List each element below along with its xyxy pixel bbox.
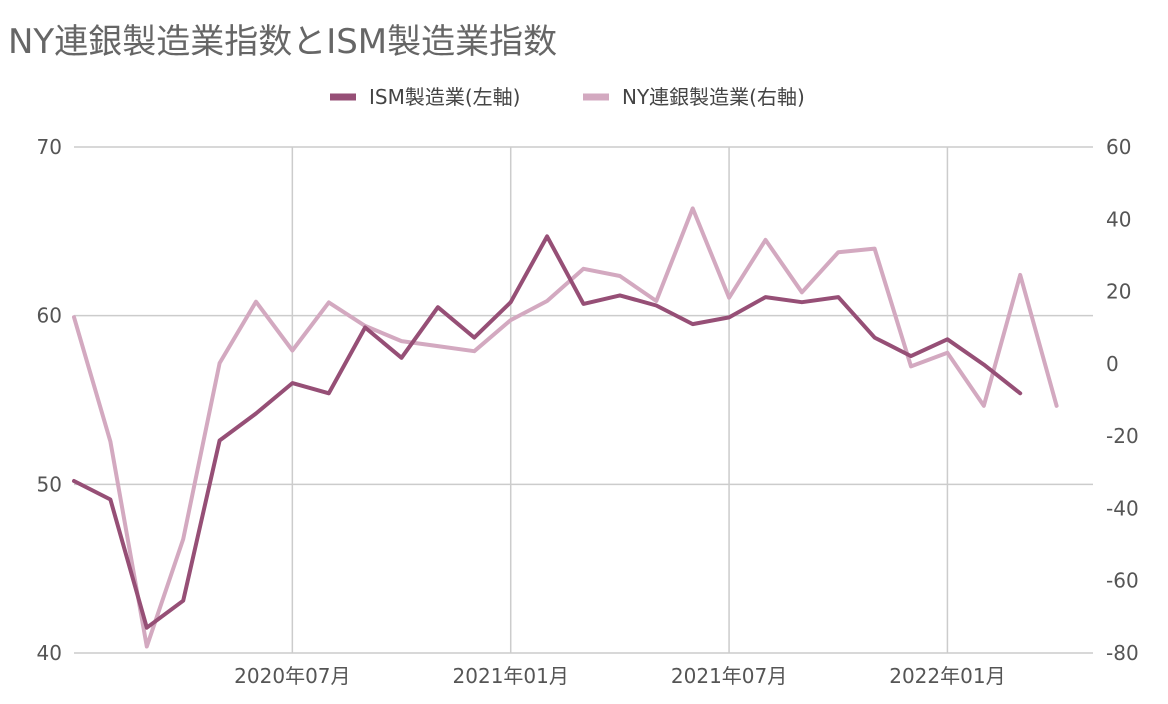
- legend-label: ISM製造業(左軸): [369, 85, 520, 109]
- right-axis-ticks: 60 40 20 0 -20 -40 -60 -80: [1106, 135, 1139, 665]
- right-tick-label: 40: [1106, 207, 1131, 231]
- left-tick-label: 50: [37, 472, 62, 496]
- left-tick-label: 40: [37, 641, 62, 665]
- left-tick-label: 60: [37, 304, 62, 328]
- right-tick-label: -40: [1106, 496, 1139, 520]
- right-tick-label: 0: [1106, 352, 1119, 376]
- series-line-left: [72, 234, 1023, 630]
- series-lines: [72, 206, 1059, 649]
- chart-title: NY連銀製造業指数とISM製造業指数: [8, 22, 558, 62]
- x-tick-label: 2021年07月: [671, 664, 787, 688]
- right-tick-label: -80: [1106, 641, 1139, 665]
- x-tick-label: 2021年01月: [453, 664, 569, 688]
- legend-label: NY連銀製造業(右軸): [622, 85, 805, 109]
- x-tick-label: 2020年07月: [234, 664, 350, 688]
- legend: ISM製造業(左軸) NY連銀製造業(右軸): [330, 85, 805, 109]
- right-tick-label: -20: [1106, 424, 1139, 448]
- left-tick-label: 70: [37, 135, 62, 159]
- right-tick-label: 20: [1106, 280, 1131, 304]
- left-axis-ticks: 70 60 50 40: [37, 135, 62, 665]
- right-tick-label: -60: [1106, 569, 1139, 593]
- x-tick-label: 2022年01月: [889, 664, 1005, 688]
- x-axis-ticks: 2020年07月 2021年01月 2021年07月 2022年01月: [234, 664, 1005, 688]
- grid: [74, 146, 1093, 654]
- series-line-right: [72, 206, 1059, 649]
- right-tick-label: 60: [1106, 135, 1131, 159]
